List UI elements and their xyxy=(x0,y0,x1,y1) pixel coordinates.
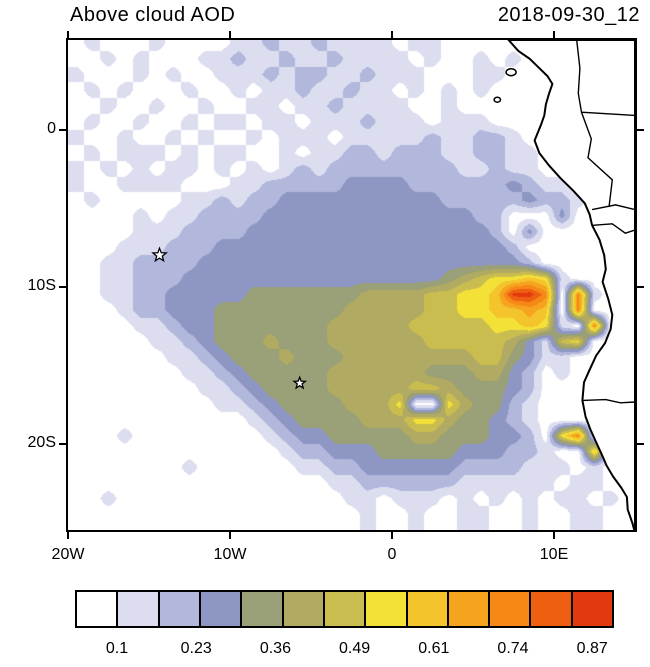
y-tick-label: 20S xyxy=(27,433,56,451)
colorbar-label: 0.74 xyxy=(497,640,529,657)
colorbar-label: 0.87 xyxy=(576,640,608,657)
country-border xyxy=(580,111,614,207)
y-tick-mark xyxy=(59,442,66,445)
x-tick-mark xyxy=(229,31,231,38)
x-tick-mark xyxy=(391,532,393,539)
x-tick-mark xyxy=(229,532,231,539)
map-overlay xyxy=(151,40,635,530)
x-tick-label: 10W xyxy=(213,546,247,563)
y-tick-mark xyxy=(637,128,644,131)
country-border xyxy=(576,40,635,117)
colorbar-label: 0.23 xyxy=(180,640,212,657)
colorbar-label: 0.49 xyxy=(339,640,371,657)
y-tick-mark xyxy=(59,128,66,131)
y-tick-label: 0 xyxy=(47,119,56,137)
aod-field-canvas xyxy=(68,40,635,530)
colorbar-cell xyxy=(199,591,242,627)
colorbar-cell xyxy=(571,591,614,627)
island xyxy=(505,67,517,77)
colorbar-cell xyxy=(241,591,283,627)
star-marker xyxy=(151,246,168,263)
country-border xyxy=(592,223,635,234)
map-plot-area xyxy=(66,38,637,532)
country-border xyxy=(582,398,635,404)
x-tick-label: 20W xyxy=(51,546,85,563)
y-tick-mark xyxy=(637,285,644,288)
colorbar-label: 0.1 xyxy=(105,640,129,657)
colorbar-cell xyxy=(323,591,366,627)
colorbar-cell xyxy=(365,591,407,627)
country-border xyxy=(591,204,635,211)
colorbar-cell xyxy=(117,591,159,627)
colorbar xyxy=(75,590,614,628)
x-tick-mark xyxy=(67,31,69,38)
colorbar-cell xyxy=(489,591,531,627)
plot-title: Above cloud AOD xyxy=(70,4,236,26)
colorbar-cell xyxy=(530,591,572,627)
colorbar-cell xyxy=(406,591,448,627)
y-tick-mark xyxy=(637,442,644,445)
y-tick-label: 10S xyxy=(27,276,56,294)
x-tick-mark xyxy=(553,31,555,38)
colorbar-cell xyxy=(76,591,118,627)
x-tick-label: 10E xyxy=(539,546,569,563)
island xyxy=(493,96,502,103)
colorbar-label: 0.61 xyxy=(418,640,450,657)
colorbar-cell xyxy=(158,591,200,627)
coastline-land xyxy=(507,40,635,530)
colorbar-cell xyxy=(282,591,324,627)
x-tick-mark xyxy=(553,532,555,539)
colorbar-cell xyxy=(447,591,490,627)
x-tick-mark xyxy=(67,532,69,539)
x-tick-label: 0 xyxy=(387,546,397,563)
plot-timestamp: 2018-09-30_12 xyxy=(497,4,640,26)
y-tick-mark xyxy=(59,285,66,288)
star-marker xyxy=(292,375,308,390)
colorbar-label: 0.36 xyxy=(259,640,291,657)
x-tick-mark xyxy=(391,31,393,38)
